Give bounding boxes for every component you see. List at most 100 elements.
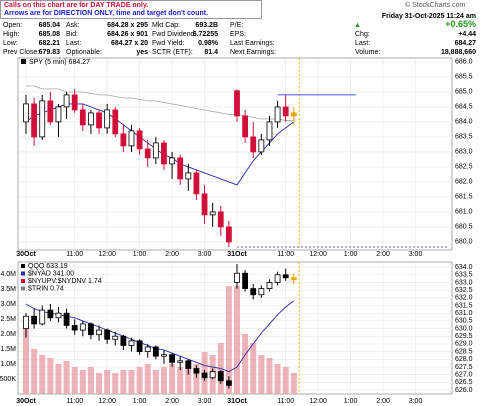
x-tick-label: 31Oct <box>227 251 247 258</box>
field-value: 685.08 <box>38 31 60 38</box>
x-tick-label: 1:00 <box>133 251 147 258</box>
moving-average <box>25 300 295 373</box>
candle-body <box>47 100 54 123</box>
volume-bar <box>282 367 289 394</box>
candle-body <box>185 172 192 180</box>
y-tick-label: 685.5 <box>455 74 473 81</box>
y-tick-label: 680.5 <box>455 224 473 231</box>
candle-body <box>258 139 265 153</box>
y-tick-label: 633.0 <box>455 279 473 286</box>
legend-swatch <box>21 271 25 276</box>
x-tick-label: 12:00 <box>309 398 327 405</box>
volume-bar <box>87 367 94 394</box>
volume-bar <box>136 367 143 394</box>
candle-body <box>193 368 200 374</box>
candle-body <box>39 309 46 325</box>
x-tick-label: 11:00 <box>66 398 83 405</box>
panel-frame <box>17 57 453 251</box>
y-tick-label: 629.0 <box>455 341 473 348</box>
volume-bar <box>250 343 257 394</box>
volume-bar <box>39 355 46 394</box>
candle-body <box>112 335 119 340</box>
field-value: 684.26 x 901 <box>107 31 148 38</box>
candle-body <box>225 226 232 243</box>
x-tick-label: 31Oct <box>227 398 247 405</box>
candle-body <box>274 274 281 283</box>
change-arrow: ▲ <box>354 22 361 29</box>
candle-body <box>55 312 62 319</box>
volume-bar <box>63 361 70 394</box>
y-tick-label: 685.0 <box>455 89 473 96</box>
x-tick-label: 11:00 <box>66 251 83 258</box>
field-label: Volume: <box>355 49 381 56</box>
x-tick-label: 1:00 <box>133 398 147 405</box>
volume-bar <box>160 367 167 394</box>
legend-swatch <box>21 286 25 291</box>
field-label: Bid: <box>66 31 79 38</box>
volume-tick-label: 3.0M <box>0 301 16 308</box>
candle-body <box>144 148 151 159</box>
candle-body <box>242 272 249 289</box>
x-tick-label: 11:00 <box>277 398 294 405</box>
x-tick-label: 3:00 <box>409 251 423 258</box>
volume-bar <box>274 364 281 394</box>
legend-entry: $NYUPV:$NYDNV 1.74 <box>28 278 102 285</box>
y-tick-label: 628.0 <box>455 356 473 363</box>
x-tick-label: 30Oct <box>16 398 36 405</box>
volume-bar <box>128 370 135 394</box>
volume-tick-label: 1.5M <box>0 346 16 353</box>
candle-body <box>282 106 289 117</box>
y-tick-label: 684.0 <box>455 119 473 126</box>
candle-body <box>209 211 216 216</box>
field-label: High: <box>3 31 20 38</box>
candle-body <box>152 142 159 159</box>
candle-body <box>217 211 224 228</box>
field-label: SCTR (ETF): <box>152 49 193 56</box>
field-value: 684.28 x 295 <box>107 22 148 29</box>
moving-average <box>25 103 295 186</box>
volume-bar <box>242 334 249 394</box>
field-label: Prev Close: <box>3 49 40 56</box>
x-tick-label: 2:00 <box>376 398 390 405</box>
y-tick-label: 682.0 <box>455 179 473 186</box>
candle-body <box>128 130 135 147</box>
moving-average <box>26 85 294 121</box>
y-tick-label: 626.0 <box>455 387 473 394</box>
y-tick-label: 631.0 <box>455 310 473 317</box>
field-value: 685.04 <box>38 22 60 29</box>
field-label: Last: <box>355 40 371 47</box>
candle-body <box>79 323 86 331</box>
volume-bar <box>193 364 200 394</box>
candle-body <box>266 282 273 289</box>
field-label: Fwd Dividend: <box>152 31 197 38</box>
candle-body <box>274 106 281 123</box>
candle-body <box>55 106 62 123</box>
candle-body <box>225 380 232 386</box>
volume-bar <box>79 370 86 394</box>
volume-tick-label: 500K <box>0 376 16 383</box>
field-label: Fwd Yield: <box>152 40 185 47</box>
candle-body <box>161 142 167 165</box>
field-label: Open: <box>3 22 23 29</box>
y-tick-label: 627.5 <box>455 364 473 371</box>
candle-body <box>104 109 111 129</box>
field-value: 693.2B <box>195 22 218 29</box>
candle-body <box>209 371 216 379</box>
field-value: yes <box>136 49 148 56</box>
x-tick-label: 1:00 <box>344 398 358 405</box>
y-tick-label: 681.5 <box>455 194 473 201</box>
candle-body <box>63 312 70 326</box>
legend-swatch <box>21 279 25 283</box>
y-tick-label: 626.5 <box>455 379 473 386</box>
volume-bar <box>23 322 29 394</box>
y-tick-label: 630.0 <box>455 325 473 332</box>
legend-swatch <box>21 264 25 268</box>
candle-body <box>96 329 102 336</box>
field-label: Ask: <box>66 22 80 29</box>
volume-bar <box>152 370 159 394</box>
candle-body <box>152 346 159 357</box>
candle-body <box>104 329 111 340</box>
volume-bar <box>234 286 240 394</box>
candle-body <box>177 157 184 180</box>
field-label: Low: <box>3 40 18 47</box>
